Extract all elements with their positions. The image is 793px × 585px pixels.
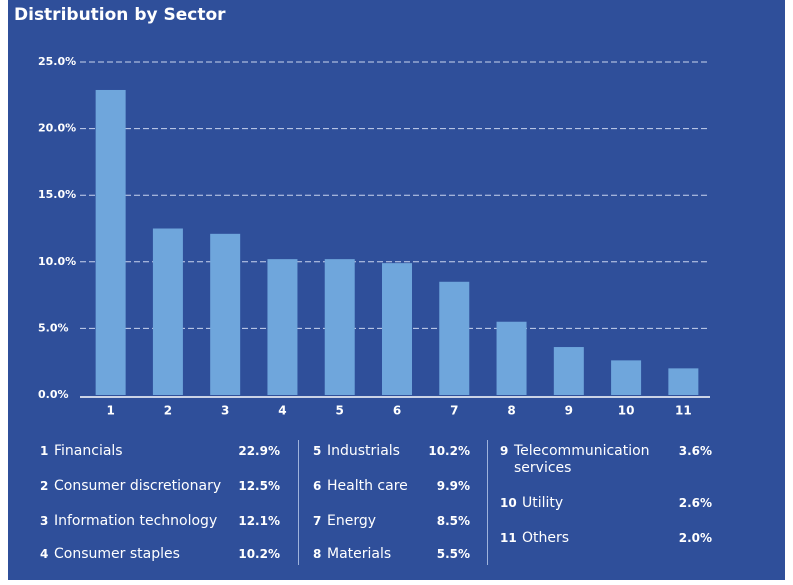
- legend-value: 2.0%: [678, 531, 712, 545]
- x-tick-label: 9: [565, 404, 573, 418]
- legend-value: 9.9%: [436, 479, 470, 493]
- bar: [553, 347, 584, 395]
- x-tick-label: 2: [164, 404, 172, 418]
- x-tick-label: 6: [393, 404, 401, 418]
- legend-label: Health care: [327, 478, 408, 494]
- y-tick-label: 20.0%: [38, 122, 76, 135]
- legend-number: 8: [313, 547, 322, 561]
- legend-label: Materials: [327, 546, 392, 562]
- legend-value: 12.1%: [238, 514, 280, 528]
- legend-label: Financials: [54, 443, 123, 459]
- legend-label: Energy: [327, 513, 377, 529]
- legend-number: 7: [313, 514, 322, 528]
- legend-label: Industrials: [327, 443, 400, 459]
- legend-number: 5: [313, 444, 322, 458]
- legend-label: Utility: [522, 495, 564, 511]
- legend-number: 1: [40, 444, 49, 458]
- bar: [668, 368, 699, 395]
- legend-label: Consumer discretionary: [54, 478, 222, 494]
- bar: [95, 89, 126, 396]
- legend-value: 12.5%: [238, 479, 280, 493]
- legend-value: 10.2%: [428, 444, 470, 458]
- y-tick-label: 25.0%: [38, 55, 76, 68]
- separator: [487, 440, 488, 565]
- legend-number: 9: [500, 444, 509, 458]
- bar: [611, 360, 642, 395]
- legend-number: 6: [313, 479, 322, 493]
- bar: [210, 233, 241, 395]
- x-tick-label: 11: [675, 404, 692, 418]
- y-tick-label: 15.0%: [38, 188, 76, 201]
- legend-number: 4: [40, 547, 49, 561]
- bar: [382, 263, 412, 395]
- separator: [298, 440, 299, 565]
- x-tick-label: 1: [106, 404, 114, 418]
- legend-value: 2.6%: [678, 496, 712, 510]
- bar: [152, 228, 183, 395]
- legend-number: 3: [40, 514, 49, 528]
- legend-label: Others: [522, 530, 570, 546]
- y-tick-label: 5.0%: [38, 321, 69, 334]
- bar: [496, 321, 527, 395]
- bar: [439, 281, 470, 395]
- legend-label: Information technology: [54, 513, 218, 529]
- x-tick-label: 10: [618, 404, 635, 418]
- x-tick-label: 7: [450, 404, 458, 418]
- legend-value: 10.2%: [238, 547, 280, 561]
- y-tick-label: 10.0%: [38, 255, 76, 268]
- x-tick-label: 3: [221, 404, 229, 418]
- x-tick-label: 8: [507, 404, 515, 418]
- bar: [267, 259, 298, 395]
- legend-number: 2: [40, 479, 49, 493]
- legend-label: Consumer staples: [54, 546, 180, 562]
- legend-number: 11: [500, 531, 517, 545]
- legend-value: 8.5%: [436, 514, 470, 528]
- x-tick-label: 5: [336, 404, 344, 418]
- legend-value: 3.6%: [678, 444, 712, 458]
- bar: [324, 259, 355, 395]
- legend-value: 22.9%: [238, 444, 280, 458]
- chart-title: Distribution by Sector: [14, 5, 226, 25]
- legend-number: 10: [500, 496, 517, 510]
- x-tick-label: 4: [278, 404, 286, 418]
- legend-value: 5.5%: [436, 547, 470, 561]
- y-tick-label: 0.0%: [38, 388, 69, 401]
- legend-label: Telecommunication services: [514, 443, 650, 476]
